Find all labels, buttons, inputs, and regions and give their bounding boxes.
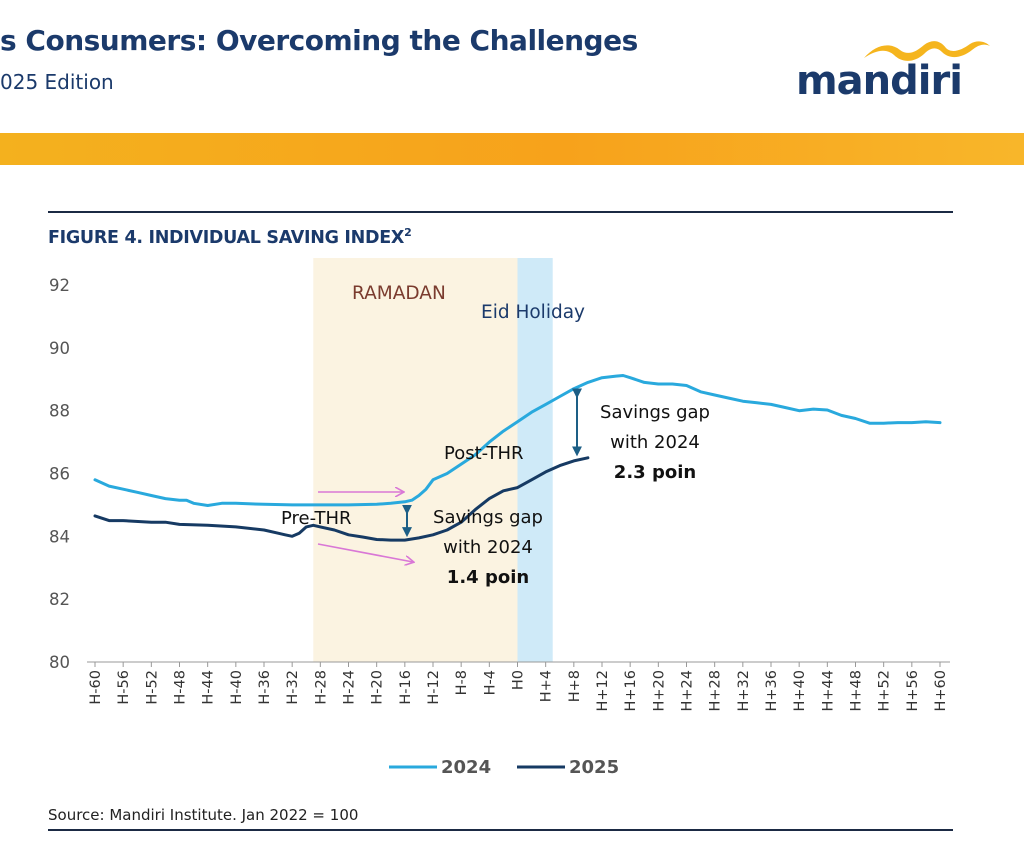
x-tick-label: H-24: [342, 670, 358, 705]
x-tick-label: H+36: [764, 670, 780, 712]
source-note: Source: Mandiri Institute. Jan 2022 = 10…: [48, 806, 359, 824]
figure-title: FIGURE 4. INDIVIDUAL SAVING INDEX2: [48, 226, 412, 248]
eid-holiday-region: [517, 258, 553, 662]
eid-holiday-label: Eid Holiday: [481, 302, 585, 323]
x-tick-label: H+32: [736, 670, 752, 712]
x-tick-label: H-32: [285, 670, 301, 705]
y-tick-label: 88: [49, 402, 70, 421]
chart-regions: RAMADAN Eid Holiday: [313, 258, 585, 662]
savings-gap-value-2025-post: 2.3 poin: [614, 462, 696, 483]
chart-axes: 80 82 84 86 88 90 92 H-60 H-56 H-52 H-48 H-44 H-40 H-…: [49, 276, 950, 712]
y-tick-label: 90: [49, 339, 70, 358]
x-tick-label: H-20: [370, 670, 386, 705]
x-tick-label: H+60: [933, 670, 949, 712]
ramadan-region: [313, 258, 518, 662]
ramadan-label: RAMADAN: [352, 283, 446, 304]
x-tick-label: H+48: [849, 670, 865, 712]
x-tick-label: H-48: [173, 670, 189, 705]
mandiri-wave-icon: [864, 41, 990, 61]
x-tick-label: H+56: [905, 670, 921, 712]
x-tick-label: H-16: [398, 670, 414, 705]
x-tick-label: H-4: [482, 670, 498, 695]
pre-thr-label: Pre-THR: [281, 508, 352, 529]
x-tick-label: H-36: [257, 670, 273, 705]
y-tick-label: 80: [49, 653, 70, 672]
chart-legend: 2024 2025: [389, 757, 619, 778]
x-tick-label: H+8: [567, 670, 583, 702]
series-2024-line: [93, 374, 942, 507]
x-tick-label: H+44: [820, 670, 836, 712]
x-tick-label: H-28: [313, 670, 329, 705]
savings-gap-label-2025-pre: with 2024: [443, 537, 533, 558]
savings-gap-label-2025-post: Savings gap: [600, 402, 710, 423]
logo-wordmark: mandiri: [796, 58, 963, 104]
figure-title-text: FIGURE 4. INDIVIDUAL SAVING INDEX: [48, 227, 405, 248]
y-tick-label: 84: [49, 527, 70, 546]
x-tick-label: H-40: [229, 670, 245, 705]
savings-gap-label-2025-pre: Savings gap: [433, 507, 543, 528]
post-thr-label: Post-THR: [444, 443, 524, 464]
x-tick-label: H-52: [144, 670, 160, 705]
figure-bottom-rule: [48, 829, 953, 831]
savings-gap-value-2025-pre: 1.4 poin: [447, 567, 529, 588]
legend-label-2025: 2025: [569, 757, 619, 778]
x-tick-label: H+28: [708, 670, 724, 712]
x-tick-label: H0: [511, 670, 527, 690]
x-tick-label: H-56: [116, 670, 132, 705]
y-tick-label: 82: [49, 590, 70, 609]
chart-annotations: Pre-THR Post-THR Savings gap with 2024 1.4 p…: [281, 388, 710, 588]
chart-series: [93, 374, 942, 542]
x-tick-label: H+12: [595, 670, 611, 712]
x-tick-label: H+40: [792, 670, 808, 712]
pink-arrow-icon: [317, 543, 413, 562]
x-tick-label: H+24: [680, 670, 696, 712]
x-tick-label: H+16: [623, 670, 639, 712]
y-tick-label: 86: [49, 465, 70, 484]
report-title: s Consumers: Overcoming the Challenges: [0, 24, 638, 57]
x-tick-label: H-44: [201, 670, 217, 705]
x-tick-label: H+20: [651, 670, 667, 712]
mandiri-logo: mandiri: [790, 36, 1000, 106]
x-tick-label: H-12: [426, 670, 442, 705]
figure-top-rule: [48, 211, 953, 213]
legend-label-2024: 2024: [441, 757, 491, 778]
series-2025-line: [93, 456, 590, 542]
report-edition: 025 Edition: [0, 70, 114, 94]
header-band: [0, 133, 1024, 165]
x-tick-label: H+52: [877, 670, 893, 712]
x-tick-label: H+4: [539, 670, 555, 702]
savings-gap-label-2025-post: with 2024: [610, 432, 700, 453]
figure-title-footnote: 2: [404, 226, 412, 239]
x-tick-label: H-8: [454, 670, 470, 695]
y-tick-label: 92: [49, 276, 70, 295]
x-tick-label: H-60: [88, 670, 104, 705]
